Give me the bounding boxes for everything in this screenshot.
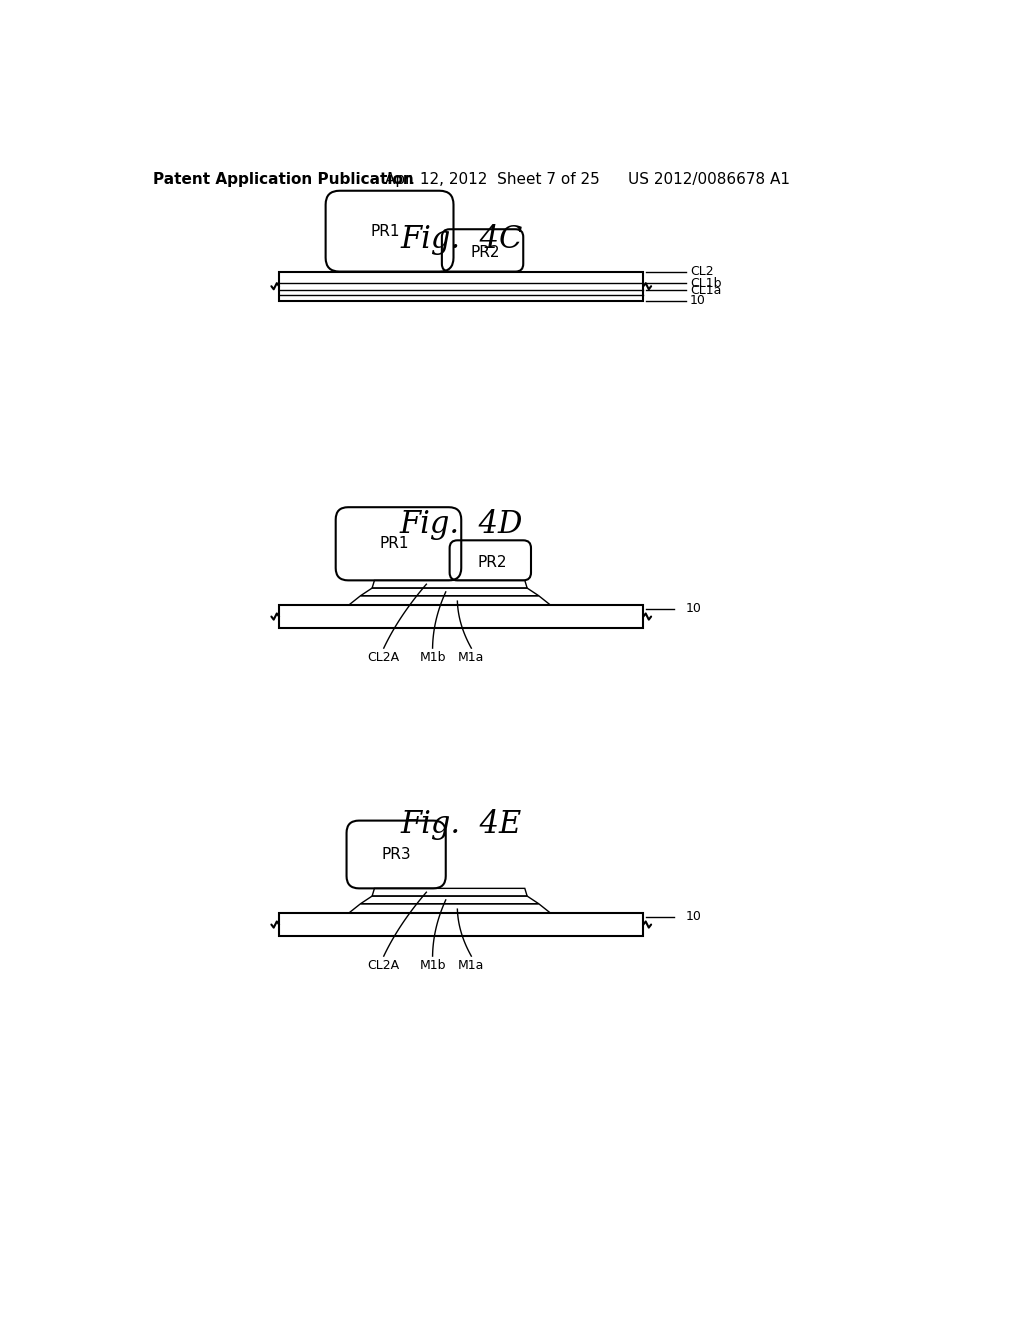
Text: PR1: PR1 — [380, 536, 410, 552]
Text: PR3: PR3 — [381, 847, 411, 862]
Text: CL1a: CL1a — [690, 284, 721, 297]
Text: Fig.  4C: Fig. 4C — [400, 224, 522, 255]
Text: CL1b: CL1b — [690, 277, 721, 289]
Text: PR2: PR2 — [470, 246, 500, 260]
Text: CL2A: CL2A — [368, 958, 399, 972]
Text: Fig.  4D: Fig. 4D — [399, 508, 523, 540]
Text: CL2A: CL2A — [368, 651, 399, 664]
Text: M1a: M1a — [458, 958, 484, 972]
Text: CL2: CL2 — [690, 265, 714, 279]
Text: Fig.  4E: Fig. 4E — [400, 809, 522, 840]
Text: Patent Application Publication: Patent Application Publication — [153, 173, 414, 187]
Text: PR2: PR2 — [478, 554, 507, 570]
Text: M1b: M1b — [419, 651, 445, 664]
Text: 10: 10 — [690, 294, 706, 308]
Text: PR1: PR1 — [371, 223, 400, 239]
Text: US 2012/0086678 A1: US 2012/0086678 A1 — [629, 173, 791, 187]
Text: 10: 10 — [686, 911, 701, 924]
Text: Apr. 12, 2012  Sheet 7 of 25: Apr. 12, 2012 Sheet 7 of 25 — [385, 173, 600, 187]
Text: 10: 10 — [686, 602, 701, 615]
Text: M1b: M1b — [419, 958, 445, 972]
Text: M1a: M1a — [458, 651, 484, 664]
